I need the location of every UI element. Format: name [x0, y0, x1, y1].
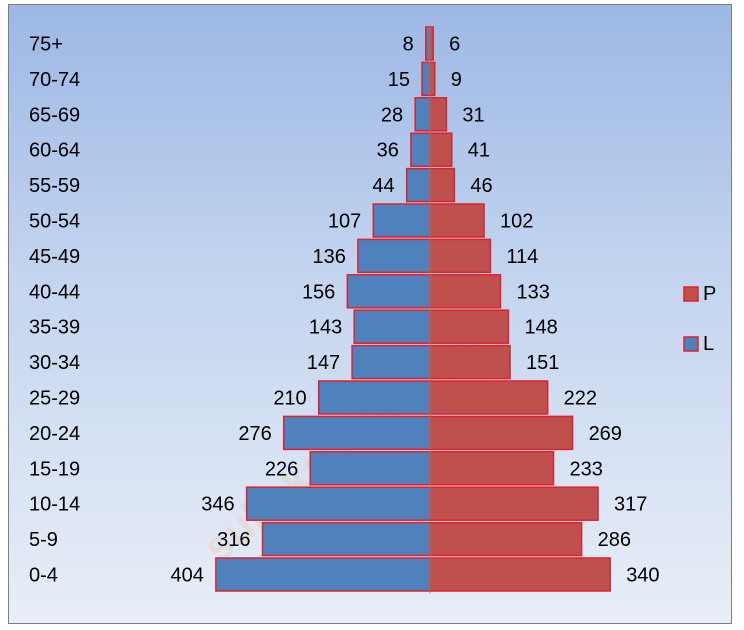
bar-P-10-14 — [429, 486, 599, 521]
bar-L-40-44 — [346, 274, 431, 309]
data-label-L: 147 — [307, 352, 340, 374]
legend-swatch-P — [683, 286, 699, 302]
category-label: 65-69 — [29, 104, 80, 126]
category-ticks: 0-4 5-9 10-14 15-19 20-24 25-29 30-34 35-39 40-4… — [29, 34, 80, 587]
data-label-L: 316 — [217, 529, 250, 551]
bar-L-0-4 — [215, 557, 431, 592]
category-label: 25-29 — [29, 388, 80, 410]
bar-L-15-19 — [309, 451, 431, 486]
bar-L-60-64 — [410, 132, 431, 167]
category-label: 10-14 — [29, 494, 80, 516]
data-label-P: 9 — [451, 69, 462, 91]
legend-label-P: P — [703, 283, 716, 305]
category-label: 20-24 — [29, 423, 80, 445]
data-label-L: 36 — [377, 140, 399, 162]
category-label: 35-39 — [29, 317, 80, 339]
bar-P-55-59 — [429, 167, 456, 203]
data-label-P: 41 — [468, 140, 490, 162]
bar-P-20-24 — [429, 415, 574, 451]
bars-layer — [215, 25, 611, 594]
bar-P-0-4 — [429, 557, 611, 592]
bar-L-50-54 — [372, 203, 431, 238]
data-label-L: 107 — [328, 211, 361, 233]
bar-P-40-44 — [429, 274, 502, 309]
data-label-P: 31 — [462, 104, 484, 126]
data-label-L: 8 — [403, 34, 414, 56]
category-label: 15-19 — [29, 458, 80, 480]
bar-L-30-34 — [351, 344, 431, 380]
data-label-P: 340 — [626, 565, 659, 587]
legend: PL — [683, 283, 716, 355]
chart-svg: sukekab.bps.go.id 0-45-910-1415-1920-242… — [29, 25, 716, 594]
data-label-L: 28 — [381, 104, 403, 126]
category-label: 30-34 — [29, 352, 80, 374]
category-label: 45-49 — [29, 246, 80, 268]
category-label: 60-64 — [29, 140, 80, 162]
data-label-P: 46 — [470, 175, 492, 197]
bar-L-5-9 — [261, 521, 431, 557]
bar-L-45-49 — [357, 238, 431, 274]
data-label-P: 269 — [589, 423, 622, 445]
category-label: 50-54 — [29, 211, 80, 233]
data-label-L: 210 — [273, 388, 306, 410]
bar-P-70-74 — [429, 61, 436, 97]
data-label-L: 136 — [313, 246, 346, 268]
data-label-P: 317 — [614, 494, 647, 516]
data-label-L: 44 — [372, 175, 394, 197]
legend-swatch-L — [683, 336, 699, 352]
bar-P-35-39 — [429, 309, 510, 344]
bar-L-55-59 — [405, 167, 431, 203]
data-label-P: 148 — [524, 317, 557, 339]
bar-P-30-34 — [429, 344, 511, 380]
data-label-L: 226 — [265, 458, 298, 480]
bar-L-70-74 — [421, 61, 431, 97]
category-label: 55-59 — [29, 175, 80, 197]
category-label: 40-44 — [29, 281, 80, 303]
bar-P-25-29 — [429, 380, 549, 415]
data-label-P: 233 — [569, 458, 602, 480]
data-label-P: 133 — [516, 281, 549, 303]
data-label-P: 102 — [500, 211, 533, 233]
category-label: 5-9 — [29, 529, 58, 551]
data-label-P: 151 — [526, 352, 559, 374]
bar-L-10-14 — [245, 486, 431, 521]
population-pyramid-chart: sukekab.bps.go.id 0-45-910-1415-1920-242… — [8, 4, 732, 624]
bar-P-65-69 — [429, 97, 448, 132]
bar-P-50-54 — [429, 203, 485, 238]
data-label-L: 276 — [238, 423, 271, 445]
bar-L-25-29 — [317, 380, 431, 415]
category-label: 75+ — [29, 34, 63, 56]
legend-label-L: L — [703, 333, 714, 355]
bar-P-15-19 — [429, 451, 555, 486]
data-label-P: 6 — [449, 34, 460, 56]
data-label-P: 286 — [598, 529, 631, 551]
data-label-P: 114 — [506, 246, 538, 268]
bar-P-5-9 — [429, 521, 583, 557]
bar-P-45-49 — [429, 238, 492, 274]
data-label-L: 156 — [302, 281, 335, 303]
category-label: 70-74 — [29, 69, 80, 91]
category-label: 0-4 — [29, 565, 58, 587]
data-label-L: 143 — [309, 317, 342, 339]
data-label-L: 346 — [201, 494, 234, 516]
data-label-L: 15 — [388, 69, 410, 91]
bar-L-20-24 — [282, 415, 431, 451]
data-label-P: 222 — [564, 388, 597, 410]
bar-P-60-64 — [429, 132, 453, 167]
bar-L-65-69 — [414, 97, 431, 132]
data-label-L: 404 — [171, 565, 204, 587]
bar-L-35-39 — [353, 309, 431, 344]
